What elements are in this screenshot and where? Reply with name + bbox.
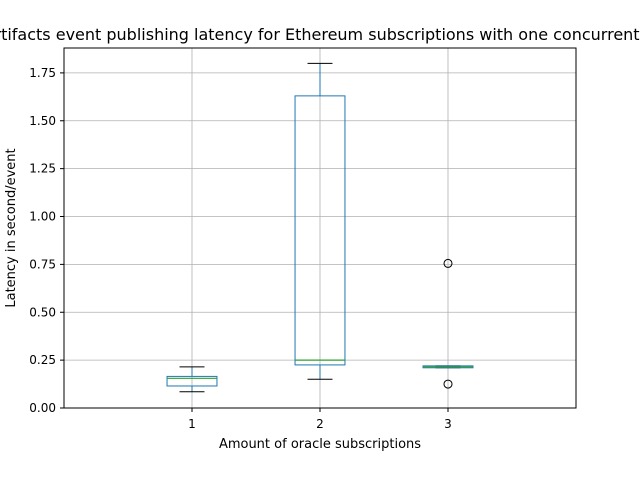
y-tick-label: 1.00: [29, 210, 56, 224]
iqr-box: [294, 95, 346, 366]
y-tick-label: 0.75: [29, 257, 56, 271]
outlier-point: [443, 258, 453, 268]
y-axis-ticks: 0.00 0.25 0.50 0.75 1.00 1.25 1.50 1.75: [29, 66, 64, 415]
y-tick-label: 1.75: [29, 66, 56, 80]
x-tick-label: 2: [316, 417, 324, 431]
outlier-point: [443, 379, 453, 389]
y-tick-label: 1.50: [29, 114, 56, 128]
y-tick-label: 1.25: [29, 162, 56, 176]
y-tick-label: 0.50: [29, 305, 56, 319]
x-axis-label: Amount of oracle subscriptions: [219, 437, 421, 452]
y-tick-label: 0.00: [29, 401, 56, 415]
box-group-1: [166, 366, 218, 393]
x-tick-label: 3: [444, 417, 452, 431]
box-group-2: [294, 62, 346, 380]
x-tick-label: 1: [188, 417, 196, 431]
box-group-3: [422, 258, 474, 389]
iqr-box: [166, 375, 218, 387]
y-tick-label: 0.25: [29, 353, 56, 367]
chart-title: Oracle artifacts event publishing latenc…: [0, 25, 640, 44]
boxes: [166, 62, 474, 393]
y-axis-label: Latency in second/event: [4, 148, 19, 307]
x-axis-ticks: 1 2 3: [188, 408, 452, 431]
